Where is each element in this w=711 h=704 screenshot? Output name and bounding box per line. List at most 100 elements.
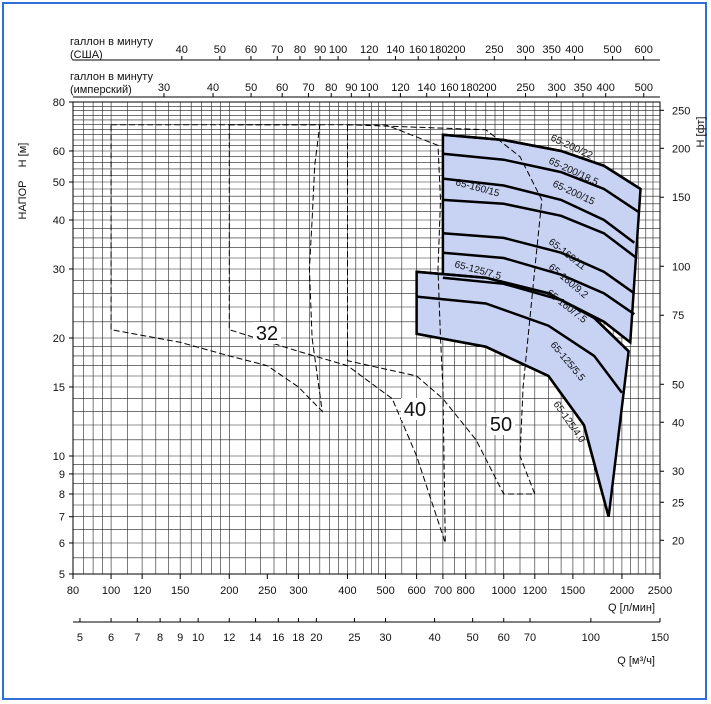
x-tick-label-m3h: 6: [108, 632, 114, 644]
x-tick-label-m3h: 60: [498, 632, 510, 644]
y-tick-label-left: 80: [53, 97, 65, 109]
curve-65-160-9-2: [442, 251, 636, 316]
x-axis-label-m3h: Q [м³/ч]: [617, 655, 655, 667]
y-tick-label-left: 8: [59, 489, 65, 501]
x-tick-label-usgpm: 40: [176, 44, 188, 56]
x-tick-label-impgpm: 100: [360, 82, 378, 94]
curve-65-160-15: [442, 198, 638, 259]
x-tick-label-usgpm: 140: [386, 44, 404, 56]
curve-65-125-5-5: [416, 295, 623, 394]
x-axis-label-usgpm-1: галлон в минуту: [70, 36, 153, 48]
y-tick-label-right: 50: [672, 379, 684, 391]
x-tick-label-usgpm: 160: [409, 44, 427, 56]
y-tick-label-right: 40: [672, 417, 684, 429]
x-tick-label-impgpm: 60: [276, 82, 288, 94]
x-axis-label-impgpm-2: (имперский): [70, 84, 132, 96]
y-tick-label-right: 150: [672, 192, 690, 204]
size-field-32-label: 32: [256, 323, 278, 345]
y-tick-label-right: 250: [672, 105, 690, 117]
x-tick-label-m3h: 150: [651, 632, 669, 644]
y-axis-label-side: НАПОР: [17, 181, 29, 220]
y-tick-label-left: 5: [59, 569, 65, 581]
x-tick-label-m3h: 14: [249, 632, 261, 644]
x-tick-label-lpm: 120: [133, 585, 151, 597]
y-tick-label-right: 25: [672, 497, 684, 509]
x-tick-label-impgpm: 200: [478, 82, 496, 94]
curve-65-125-4-0: [416, 332, 610, 518]
size-field-label-bg: [401, 398, 429, 420]
x-tick-label-impgpm: 350: [574, 82, 592, 94]
x-tick-label-m3h: 50: [467, 632, 479, 644]
y-tick-label-left: 20: [53, 333, 65, 345]
size-field-label-bg: [487, 413, 515, 435]
x-tick-label-impgpm: 40: [207, 82, 219, 94]
x-tick-label-lpm: 300: [289, 585, 307, 597]
x-tick-label-impgpm: 70: [302, 82, 314, 94]
x-tick-label-usgpm: 400: [565, 44, 583, 56]
x-tick-label-m3h: 10: [192, 632, 204, 644]
y-tick-label-right: 20: [672, 535, 684, 547]
x-tick-label-m3h: 9: [177, 632, 183, 644]
y-tick-label-left: 7: [59, 512, 65, 524]
y-tick-label-left: 6: [59, 538, 65, 550]
y-tick-label-left: 50: [53, 177, 65, 189]
x-tick-label-lpm: 800: [457, 585, 475, 597]
x-tick-label-impgpm: 160: [440, 82, 458, 94]
x-tick-label-m3h: 5: [77, 632, 83, 644]
curve-65-200-22: [442, 133, 642, 191]
x-tick-label-lpm: 200: [220, 585, 238, 597]
x-tick-label-usgpm: 250: [485, 44, 503, 56]
size-field-40-label: 40: [404, 399, 426, 421]
x-tick-label-usgpm: 60: [245, 44, 257, 56]
x-tick-label-usgpm: 600: [634, 44, 652, 56]
x-tick-label-lpm: 400: [338, 585, 356, 597]
x-tick-label-impgpm: 120: [391, 82, 409, 94]
x-tick-label-m3h: 100: [582, 632, 600, 644]
x-tick-label-m3h: 12: [223, 632, 235, 644]
x-tick-label-impgpm: 180: [460, 82, 478, 94]
x-tick-label-lpm: 2000: [610, 585, 634, 597]
curve-65-200-18-5: [442, 152, 639, 213]
x-tick-label-lpm: 100: [102, 585, 120, 597]
x-axis-label-usgpm-2: (США): [70, 49, 103, 61]
y-tick-label-right: 200: [672, 143, 690, 155]
size-field-50-label: 50: [490, 414, 512, 436]
x-tick-label-m3h: 30: [379, 632, 391, 644]
x-tick-label-impgpm: 90: [345, 82, 357, 94]
x-tick-label-impgpm: 140: [417, 82, 435, 94]
x-tick-label-impgpm: 30: [158, 82, 170, 94]
y-tick-label-left: 40: [53, 215, 65, 227]
x-tick-label-lpm: 600: [407, 585, 425, 597]
x-tick-label-m3h: 25: [348, 632, 360, 644]
size-field-40-outline: [228, 124, 446, 544]
x-tick-label-lpm: 1500: [561, 585, 585, 597]
size-field-label-bg: [253, 322, 281, 344]
x-tick-label-usgpm: 100: [329, 44, 347, 56]
x-tick-label-m3h: 18: [292, 632, 304, 644]
x-tick-label-usgpm: 350: [543, 44, 561, 56]
x-tick-label-m3h: 20: [310, 632, 322, 644]
y-axis-label-right: H [фт]: [695, 117, 707, 148]
x-tick-label-usgpm: 180: [429, 44, 447, 56]
x-tick-label-impgpm: 400: [597, 82, 615, 94]
x-tick-label-m3h: 40: [428, 632, 440, 644]
y-tick-label-left: 9: [59, 469, 65, 481]
x-tick-label-lpm: 2500: [648, 585, 672, 597]
x-tick-label-impgpm: 500: [635, 82, 653, 94]
y-tick-label-left: 15: [53, 382, 65, 394]
x-tick-label-usgpm: 500: [603, 44, 621, 56]
x-tick-label-lpm: 250: [258, 585, 276, 597]
x-tick-label-usgpm: 50: [214, 44, 226, 56]
y-tick-label-right: 100: [672, 261, 690, 273]
x-axis-label-impgpm-1: галлон в минуту: [70, 71, 153, 83]
x-tick-label-m3h: 16: [272, 632, 284, 644]
y-tick-label-right: 75: [672, 310, 684, 322]
curve-65-200-15: [442, 177, 636, 244]
curve-65-160-11: [442, 232, 636, 295]
x-tick-label-usgpm: 120: [360, 44, 378, 56]
x-tick-label-impgpm: 300: [547, 82, 565, 94]
x-tick-label-lpm: 80: [67, 585, 79, 597]
x-tick-label-lpm: 500: [376, 585, 394, 597]
y-tick-label-left: 10: [53, 451, 65, 463]
